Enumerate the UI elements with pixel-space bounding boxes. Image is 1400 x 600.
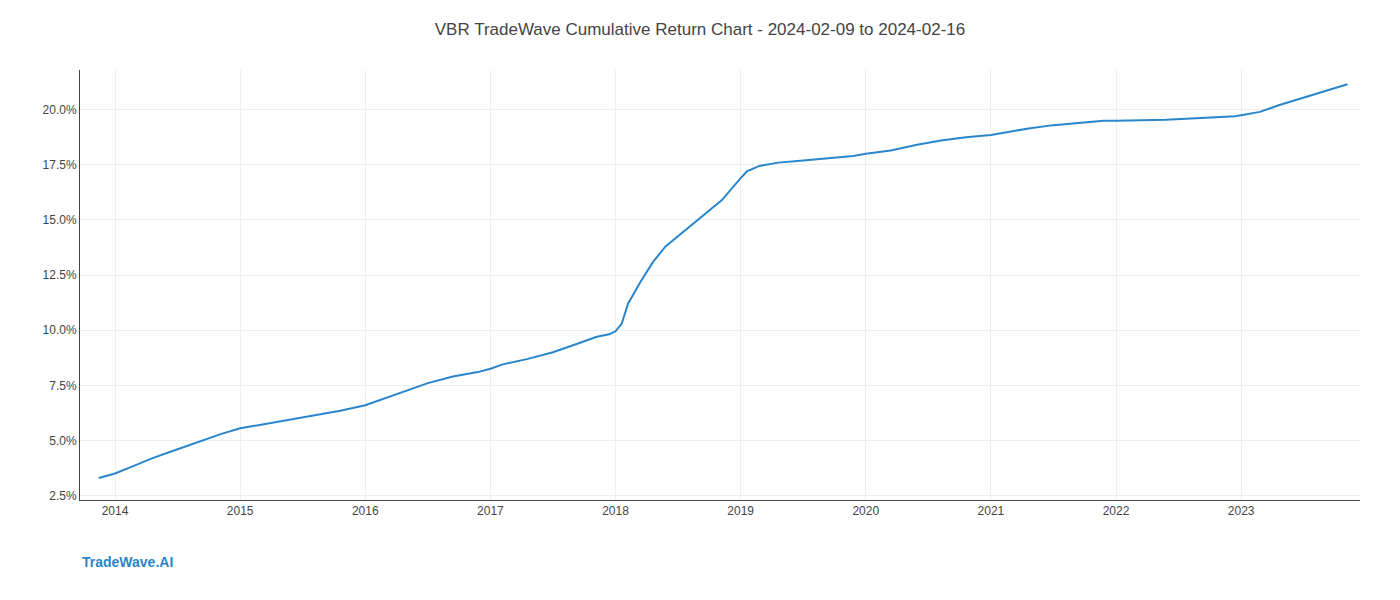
svg-text:2015: 2015	[227, 504, 254, 518]
svg-text:17.5%: 17.5%	[43, 158, 77, 172]
svg-text:2018: 2018	[602, 504, 629, 518]
svg-text:2014: 2014	[102, 504, 129, 518]
svg-text:10.0%: 10.0%	[43, 323, 77, 337]
svg-text:2017: 2017	[477, 504, 504, 518]
svg-text:2021: 2021	[978, 504, 1005, 518]
svg-text:12.5%: 12.5%	[43, 268, 77, 282]
svg-text:2.5%: 2.5%	[49, 489, 77, 503]
svg-text:VBR TradeWave Cumulative Retur: VBR TradeWave Cumulative Return Chart - …	[435, 20, 965, 39]
svg-text:5.0%: 5.0%	[49, 434, 77, 448]
svg-text:20.0%: 20.0%	[43, 103, 77, 117]
svg-text:2019: 2019	[727, 504, 754, 518]
svg-text:2023: 2023	[1228, 504, 1255, 518]
svg-text:7.5%: 7.5%	[49, 379, 77, 393]
svg-text:2020: 2020	[852, 504, 879, 518]
svg-text:2016: 2016	[352, 504, 379, 518]
svg-text:TradeWave.AI: TradeWave.AI	[82, 554, 173, 570]
svg-text:2022: 2022	[1103, 504, 1130, 518]
svg-text:15.0%: 15.0%	[43, 213, 77, 227]
